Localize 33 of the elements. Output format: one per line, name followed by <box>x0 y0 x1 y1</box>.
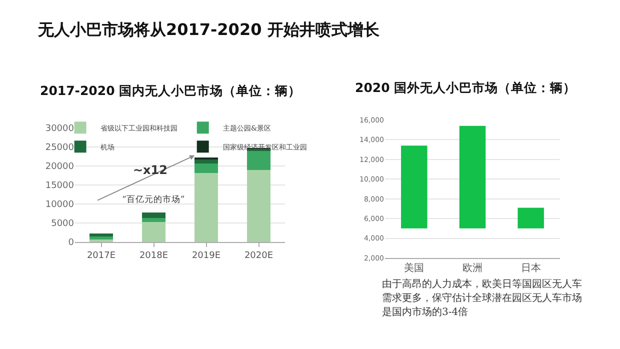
y-tick-label: 20000 <box>45 162 74 172</box>
x-tick-label: 欧洲 <box>462 262 482 274</box>
bar <box>246 170 271 242</box>
x-tick-label: 2019E <box>192 250 221 261</box>
y-tick-label: 25000 <box>45 143 74 154</box>
bar <box>459 126 486 228</box>
bar <box>89 234 114 236</box>
bar <box>246 151 271 170</box>
annotation: “百亿元的市场” <box>122 194 185 205</box>
x-tick-label: 2018E <box>139 250 168 261</box>
y-tick-label: 15000 <box>45 181 74 192</box>
bar <box>194 160 218 164</box>
chart-subtitle: 2017-2020 国内无人小巴市场（单位：辆） <box>40 83 302 100</box>
y-tick-label: 10000 <box>45 200 74 210</box>
y-tick-label: 0 <box>68 238 74 248</box>
bar <box>518 208 544 228</box>
text: 由于高昂的人力成本，欧美日等国园区无人车需求更多，保守估计全球潜在园区无人车市场是国内市场的3-4倍 <box>382 278 582 320</box>
bar <box>142 222 166 242</box>
x-tick-label: 日本 <box>520 262 541 274</box>
x-tick-label: 2017E <box>86 250 116 261</box>
y-tick-label: 30000 <box>45 124 74 134</box>
bar <box>142 218 166 222</box>
bar <box>401 146 428 228</box>
bar <box>194 173 218 242</box>
bar <box>194 164 218 174</box>
bar <box>89 236 114 240</box>
y-tick-label: 5000 <box>51 219 74 230</box>
chart-subtitle: 2020 国外无人小巴市场（单位：辆） <box>355 80 576 97</box>
x-tick-label: 美国 <box>404 262 424 274</box>
bar <box>142 212 166 218</box>
x-tick-label: 2020E <box>244 250 274 261</box>
bar <box>89 239 114 242</box>
chart-title: 无人小巴市场将从2017-2020 开始井喷式增长 <box>38 20 380 41</box>
